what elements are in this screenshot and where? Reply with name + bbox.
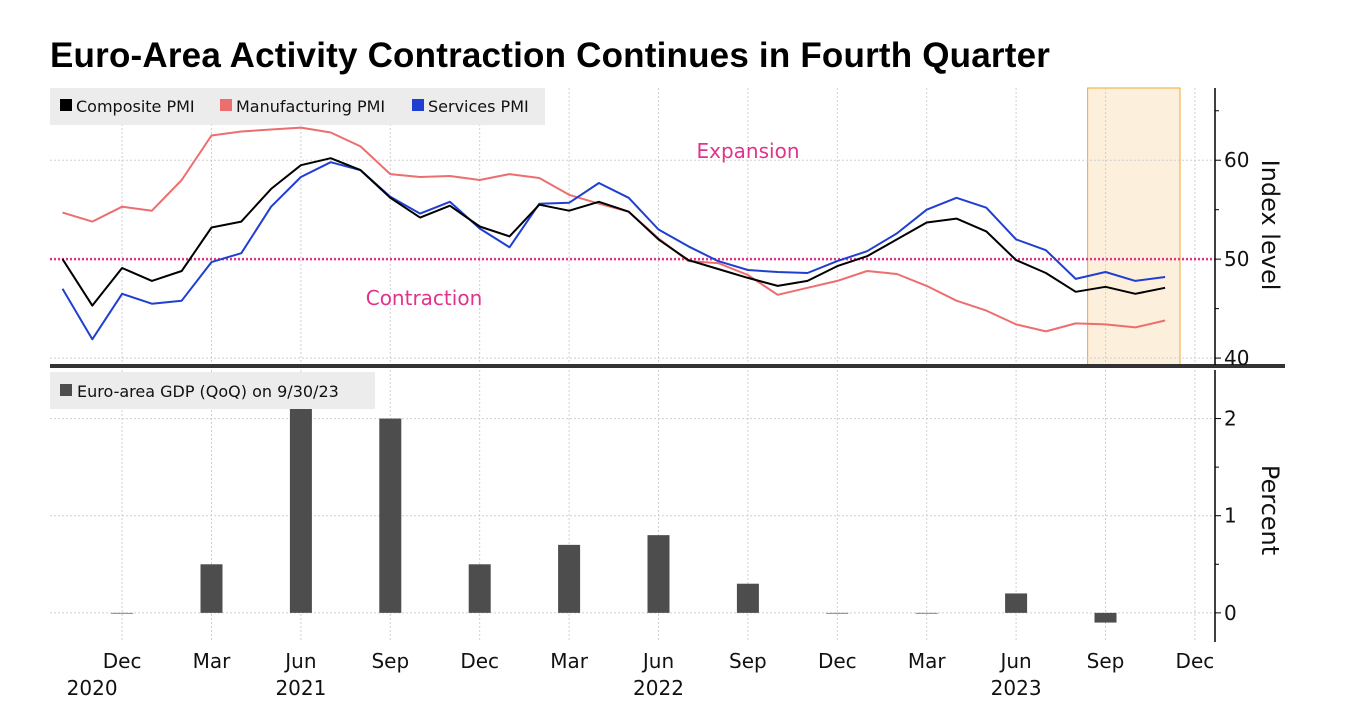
y-tick-label: 1 [1224,504,1237,528]
x-tick-label-month: Sep [371,649,409,673]
x-tick-label-year: 2020 [67,676,118,700]
x-tick-label-month: Dec [1176,649,1215,673]
x-tick-label-year: 2023 [991,676,1042,700]
bar-mar-2021 [200,564,223,613]
bar-mar-2023 [915,612,938,614]
legend-swatch [60,99,72,111]
legend-label: Composite PMI [76,97,195,116]
x-tick-label-month: Dec [460,649,499,673]
bar-sep-2023 [1094,612,1117,623]
x-tick-label-month: Dec [103,649,142,673]
bar-dec-2021 [468,564,491,613]
legend-swatch [220,99,232,111]
legend-background [50,372,375,409]
y-axis-label-top: Index level [1256,160,1284,291]
x-tick-label-month: Mar [193,649,232,673]
x-tick-label-month: Mar [550,649,589,673]
legend-label: Services PMI [428,97,529,116]
legend-swatch [60,384,72,396]
legend-label: Manufacturing PMI [236,97,385,116]
x-tick-label-month: Sep [1087,649,1125,673]
panel-separator [50,364,1285,368]
annotation-expansion: Expansion [697,139,800,163]
series-line-services-pmi [61,161,1166,341]
x-tick-label-month: Jun [641,649,674,673]
x-tick-label-year: 2022 [633,676,684,700]
x-tick-label-year: 2021 [275,676,326,700]
y-tick-label: 60 [1224,148,1249,172]
y-tick-label: 40 [1224,346,1249,370]
chart-title: Euro-Area Activity Contraction Continues… [50,36,1051,75]
x-tick-label-month: Dec [818,649,857,673]
legend-background [50,88,545,125]
x-tick-label-month: Jun [283,649,316,673]
legend-swatch [412,99,424,111]
bar-sep-2021 [379,418,402,613]
highlight-region [1087,87,1181,366]
bar-dec-2022 [826,612,849,614]
annotation-contraction: Contraction [366,286,483,310]
series-line-composite-pmi [61,157,1166,307]
x-tick-label-month: Jun [998,649,1031,673]
y-tick-label: 0 [1224,601,1237,625]
x-tick-label-month: Sep [729,649,767,673]
bar-dec-2020 [111,612,134,614]
series-line-manufacturing-pmi [62,126,1166,333]
bar-jun-2023 [1005,593,1028,613]
bar-sep-2022 [736,583,759,613]
bar-mar-2022 [558,544,581,613]
legend: Composite PMI Manufacturing PMI Services P… [50,88,545,125]
y-axis-label-bottom: Percent [1256,465,1284,555]
bar-jun-2021 [289,408,312,613]
legend-gdp: Euro-area GDP (QoQ) on 9/30/23 [50,372,375,409]
x-tick-label-month: Mar [908,649,947,673]
y-tick-label: 50 [1224,247,1249,271]
bar-jun-2022 [647,535,670,613]
y-tick-label: 2 [1224,407,1237,431]
legend-label: Euro-area GDP (QoQ) on 9/30/23 [77,382,339,401]
